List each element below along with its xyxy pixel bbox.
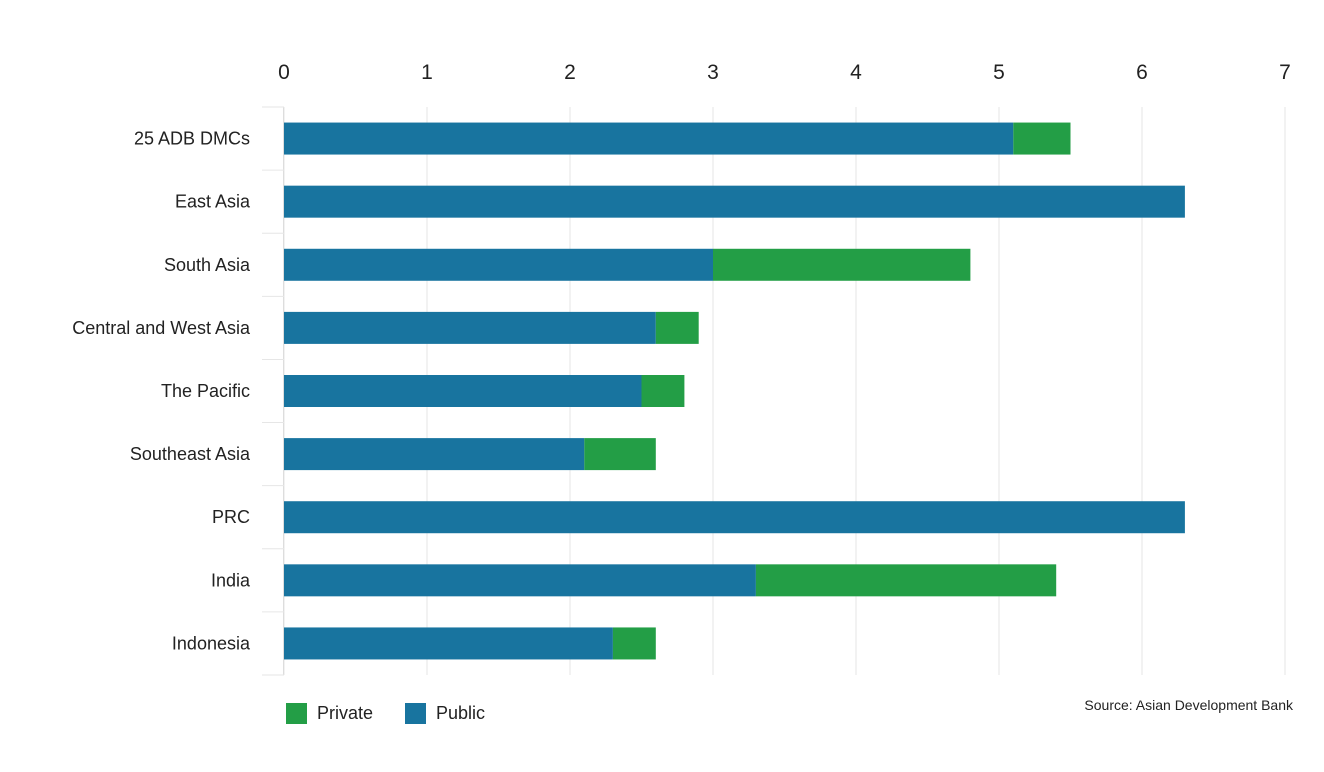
x-tick-label: 4 [850,61,862,84]
bar-private [584,438,656,471]
category-label: India [211,570,251,590]
legend-label-public: Public [436,703,486,723]
bar-public [284,438,585,471]
x-tick-label: 7 [1279,61,1291,84]
bar-public [284,627,613,660]
legend-item-private: Private [286,703,373,724]
bar-public [284,185,1185,218]
bar-private [1013,122,1071,155]
bar-public [284,501,1185,534]
bar-private [655,311,699,344]
category-label: East Asia [175,192,251,212]
category-label: Indonesia [172,633,251,653]
bar-public [284,311,656,344]
category-label: 25 ADB DMCs [134,129,250,149]
bar-public [284,564,756,597]
bar-public [284,248,713,281]
x-tick-label: 5 [993,61,1005,84]
bar-private [755,564,1057,597]
x-tick-label: 2 [564,61,576,84]
x-tick-label: 6 [1136,61,1148,84]
category-label: PRC [212,507,250,527]
source-note: Source: Asian Development Bank [1084,697,1293,713]
x-tick-label: 1 [421,61,433,84]
legend-item-public: Public [405,703,485,724]
stacked-bar-chart: 0 1 2 3 4 5 6 7 25 ADB DMCs East Asia South Asia C… [72,61,1291,676]
legend-swatch-public [405,703,427,724]
category-label: The Pacific [161,381,250,401]
category-label: Southeast Asia [130,444,251,464]
legend-swatch-private [286,703,307,724]
category-axis: 25 ADB DMCs East Asia South Asia Central an… [72,106,284,676]
x-tick-label: 3 [707,61,719,84]
bars [284,122,1185,660]
bar-private [641,375,685,407]
bar-public [284,375,642,407]
legend: Private Public [286,703,517,724]
category-label: Central and West Asia [72,318,251,338]
bar-public [284,122,1014,155]
bar-private [713,248,971,281]
x-axis-ticks: 0 1 2 3 4 5 6 7 [278,61,1291,84]
category-label: South Asia [164,255,251,275]
bar-private [612,627,656,660]
legend-label-private: Private [317,703,374,723]
x-tick-label: 0 [278,61,290,84]
